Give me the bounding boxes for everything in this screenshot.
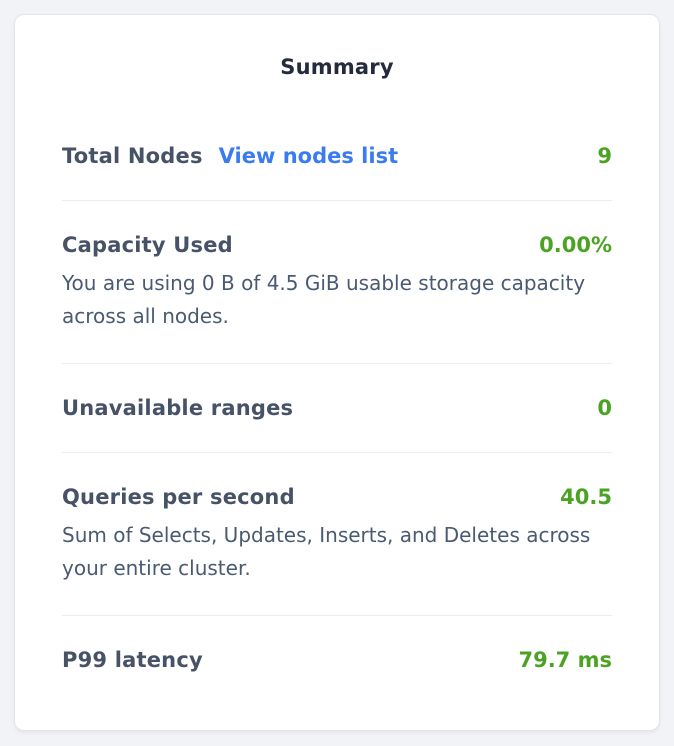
capacity-used-value: 0.00% <box>539 233 612 257</box>
summary-card: Summary Total Nodes View nodes list 9 Ca… <box>14 14 660 731</box>
total-nodes-label: Total Nodes <box>62 144 203 168</box>
queries-per-second-label: Queries per second <box>62 485 295 509</box>
capacity-used-label: Capacity Used <box>62 233 233 257</box>
row-head: Total Nodes View nodes list 9 <box>62 142 612 170</box>
row-head: P99 latency 79.7 ms <box>62 646 612 674</box>
unavailable-ranges-value: 0 <box>597 396 612 420</box>
queries-per-second-description: Sum of Selects, Updates, Inserts, and De… <box>62 523 591 580</box>
row-head: Unavailable ranges 0 <box>62 394 612 422</box>
unavailable-ranges-label: Unavailable ranges <box>62 396 294 420</box>
row-total-nodes: Total Nodes View nodes list 9 <box>62 115 612 200</box>
total-nodes-value: 9 <box>597 144 612 168</box>
row-queries-per-second: Queries per second 40.5 Sum of Selects, … <box>62 452 612 615</box>
row-head: Queries per second 40.5 <box>62 483 612 511</box>
view-nodes-list-link[interactable]: View nodes list <box>218 144 399 168</box>
queries-per-second-value: 40.5 <box>560 485 612 509</box>
summary-title: Summary <box>280 55 394 79</box>
row-p99-latency: P99 latency 79.7 ms <box>62 615 612 704</box>
p99-latency-label: P99 latency <box>62 648 203 672</box>
summary-rows: Total Nodes View nodes list 9 Capacity U… <box>62 115 612 704</box>
row-head: Capacity Used 0.00% <box>62 231 612 259</box>
p99-latency-value: 79.7 ms <box>518 648 612 672</box>
row-unavailable-ranges: Unavailable ranges 0 <box>62 363 612 452</box>
row-capacity-used: Capacity Used 0.00% You are using 0 B of… <box>62 200 612 363</box>
capacity-used-description: You are using 0 B of 4.5 GiB usable stor… <box>62 271 586 328</box>
